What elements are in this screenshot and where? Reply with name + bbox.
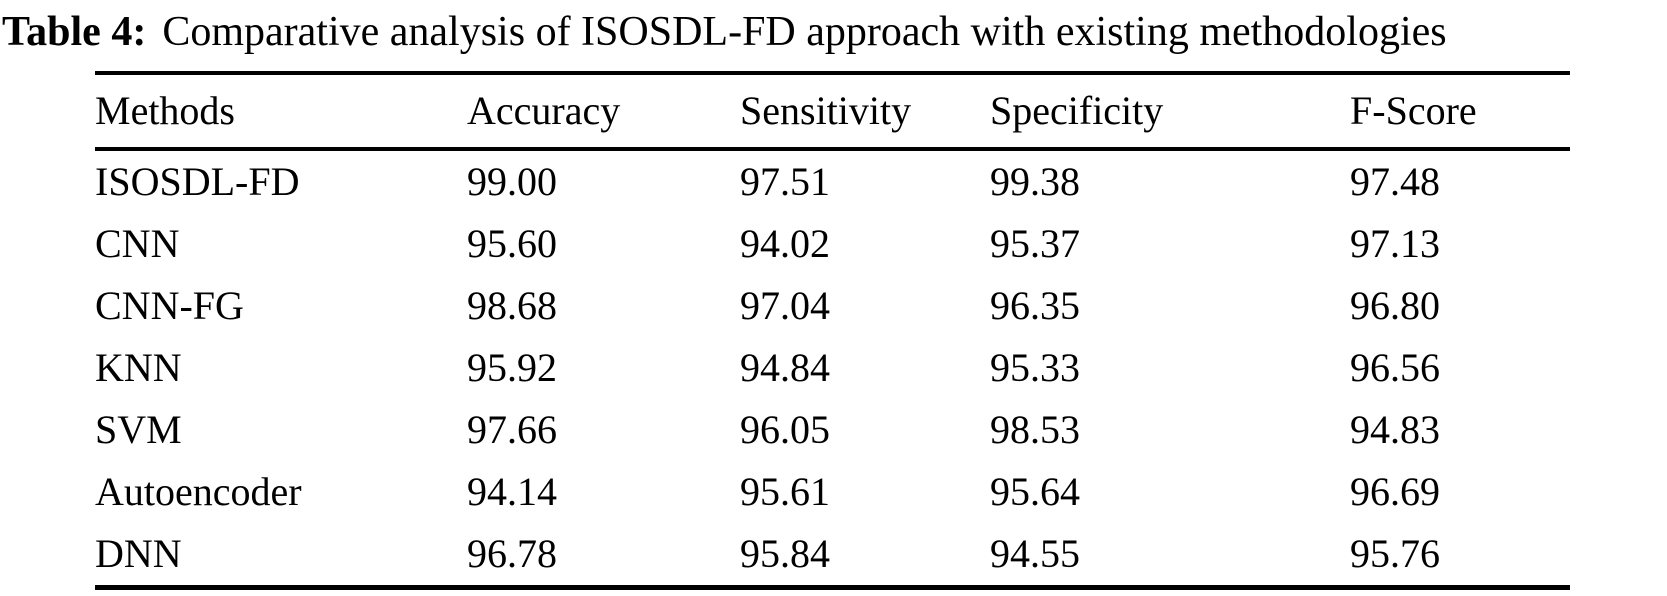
table-cell: 97.66 xyxy=(467,407,557,452)
table-row: SVM 97.66 96.05 98.53 94.83 xyxy=(95,399,1570,461)
table-cell: 96.05 xyxy=(740,407,830,452)
table-cell: 97.13 xyxy=(1350,221,1440,266)
table-cell: 96.80 xyxy=(1350,283,1440,328)
table-cell: 96.35 xyxy=(990,283,1080,328)
table-container: Methods Accuracy Sensitivity Specificity… xyxy=(95,70,1570,590)
table-cell: 97.48 xyxy=(1350,159,1440,204)
method-cell: KNN xyxy=(95,345,182,390)
header-row: Methods Accuracy Sensitivity Specificity… xyxy=(95,72,1570,151)
method-cell: Autoencoder xyxy=(95,469,302,514)
table-cell: 96.69 xyxy=(1350,469,1440,514)
column-header-methods: Methods xyxy=(95,72,467,151)
table-caption-text: Comparative analysis of ISOSDL-FD approa… xyxy=(162,9,1447,55)
table-cell: 96.56 xyxy=(1350,345,1440,390)
table-cell: 94.14 xyxy=(467,469,557,514)
table-caption: Table 4: Comparative analysis of ISOSDL-F… xyxy=(0,0,1667,59)
table-cell: 95.64 xyxy=(990,469,1080,514)
table-cell: 99.38 xyxy=(990,159,1080,204)
table-row: Autoencoder 94.14 95.61 95.64 96.69 xyxy=(95,461,1570,523)
column-header-specificity: Specificity xyxy=(990,72,1350,151)
table-row: CNN 95.60 94.02 95.37 97.13 xyxy=(95,213,1570,275)
table-cell: 97.51 xyxy=(740,159,830,204)
table-cell: 94.84 xyxy=(740,345,830,390)
table-cell: 95.84 xyxy=(740,531,830,576)
table-cell: 97.04 xyxy=(740,283,830,328)
table-cell: 95.76 xyxy=(1350,531,1440,576)
table-row: ISOSDL-FD 99.00 97.51 99.38 97.48 xyxy=(95,149,1570,213)
column-header-fscore: F-Score xyxy=(1350,72,1570,151)
method-cell: ISOSDL-FD xyxy=(95,159,300,204)
table-cell: 94.83 xyxy=(1350,407,1440,452)
table-cell: 99.00 xyxy=(467,159,557,204)
table-cell: 98.53 xyxy=(990,407,1080,452)
table-cell: 96.78 xyxy=(467,531,557,576)
table-cell: 94.02 xyxy=(740,221,830,266)
comparison-table: Methods Accuracy Sensitivity Specificity… xyxy=(95,70,1570,590)
table-cell: 94.55 xyxy=(990,531,1080,576)
table-cell: 95.33 xyxy=(990,345,1080,390)
method-cell: SVM xyxy=(95,407,182,452)
table-row: DNN 96.78 95.84 94.55 95.76 xyxy=(95,523,1570,588)
column-header-accuracy: Accuracy xyxy=(467,72,740,151)
table-cell: 98.68 xyxy=(467,283,557,328)
table-row: KNN 95.92 94.84 95.33 96.56 xyxy=(95,337,1570,399)
table-caption-label: Table 4: xyxy=(2,9,147,55)
table-cell: 95.61 xyxy=(740,469,830,514)
table-cell: 95.37 xyxy=(990,221,1080,266)
column-header-sensitivity: Sensitivity xyxy=(740,72,990,151)
method-cell: CNN xyxy=(95,221,180,266)
table-row: CNN-FG 98.68 97.04 96.35 96.80 xyxy=(95,275,1570,337)
table-cell: 95.60 xyxy=(467,221,557,266)
method-cell: DNN xyxy=(95,531,182,576)
table-cell: 95.92 xyxy=(467,345,557,390)
method-cell: CNN-FG xyxy=(95,283,244,328)
